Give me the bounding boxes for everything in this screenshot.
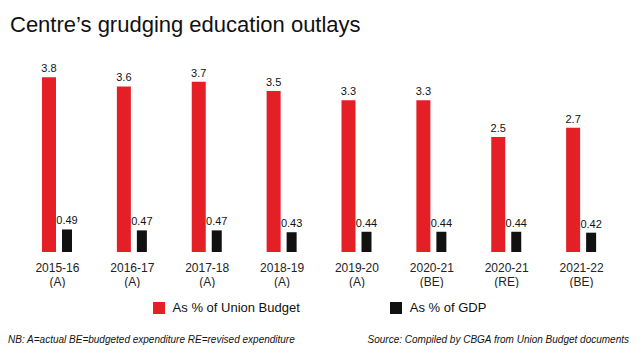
svg-text:2018-19(A): 2018-19(A) xyxy=(260,261,304,288)
html-text:Centre’s grudging education ou: Centre’s grudging education outlays xyxy=(10,12,361,37)
svg-text:2017-18(A): 2017-18(A) xyxy=(185,261,229,288)
svg-text:2020-21(BE): 2020-21(BE) xyxy=(410,261,454,288)
html-text:As % of GDP: As % of GDP xyxy=(409,300,487,315)
svg-text:2016-17(A): 2016-17(A) xyxy=(110,261,154,288)
svg-text:2015-16(A): 2015-16(A) xyxy=(35,261,79,288)
svg-text:3.3: 3.3 xyxy=(416,85,431,97)
svg-text:0.49: 0.49 xyxy=(56,214,77,226)
svg-text:3.7: 3.7 xyxy=(191,67,206,79)
svg-text:2019-20(A): 2019-20(A) xyxy=(335,261,379,288)
svg-text:3.6: 3.6 xyxy=(116,71,131,83)
html-text:As % of Union Budget: As % of Union Budget xyxy=(172,300,300,315)
svg-text:0.44: 0.44 xyxy=(431,217,452,229)
svg-text:2.5: 2.5 xyxy=(491,122,506,134)
html-text:NB: A=actual BE=budgeted expen: NB: A=actual BE=budgeted expenditure RE=… xyxy=(8,334,295,345)
svg-text:0.42: 0.42 xyxy=(580,218,601,230)
html-text:Source: Compiled by CBGA from: Source: Compiled by CBGA from Union Budg… xyxy=(367,334,629,345)
svg-text:2020-21(RE): 2020-21(RE) xyxy=(485,261,529,288)
svg-text:2021-22(BE): 2021-22(BE) xyxy=(560,261,604,288)
svg-text:0.44: 0.44 xyxy=(506,217,527,229)
svg-text:0.44: 0.44 xyxy=(356,217,377,229)
svg-text:0.47: 0.47 xyxy=(131,215,152,227)
svg-text:0.47: 0.47 xyxy=(206,215,227,227)
svg-text:2.7: 2.7 xyxy=(565,113,580,125)
svg-text:0.43: 0.43 xyxy=(281,217,302,229)
svg-text:3.3: 3.3 xyxy=(341,85,356,97)
svg-text:3.8: 3.8 xyxy=(41,62,56,74)
svg-text:3.5: 3.5 xyxy=(266,76,281,88)
